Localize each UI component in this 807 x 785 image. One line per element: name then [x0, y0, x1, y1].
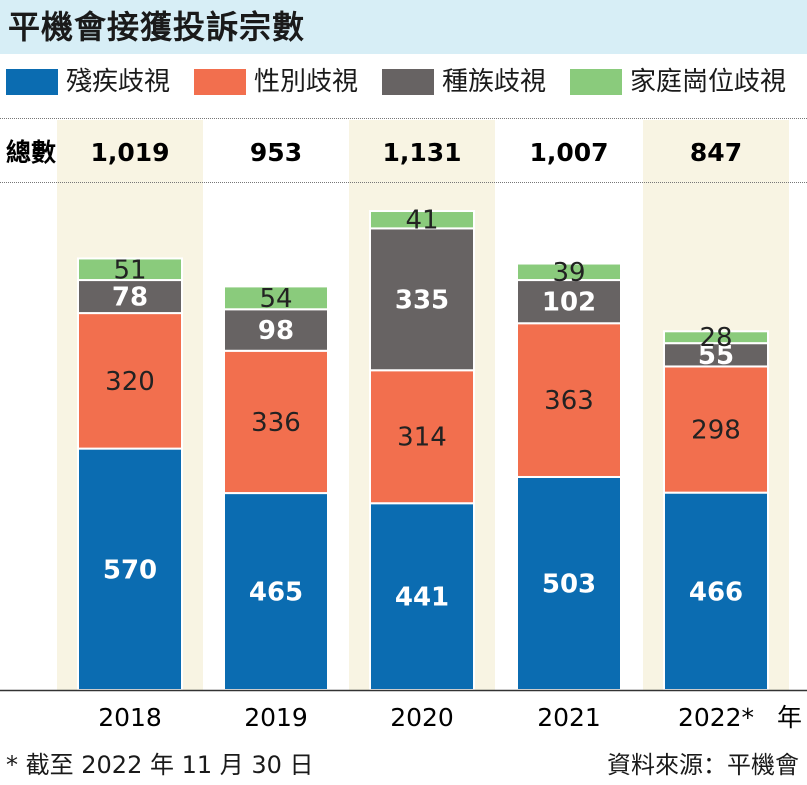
bar-segment-1-2022*: [663, 365, 769, 494]
bar-value-label-2-2019: 98: [258, 316, 294, 346]
x-tick-label-2022*: 2022*: [678, 703, 754, 732]
bar-value-label-3-2022*: 28: [699, 323, 732, 353]
bar-value-label-1-2019: 336: [251, 408, 301, 438]
bar-value-label-0-2021: 503: [542, 569, 596, 599]
bar-segment-2-2019: [223, 308, 329, 352]
bar-segment-0-2018: [77, 447, 183, 692]
bar-segment-2-2020: [369, 227, 475, 372]
legend-divider: [0, 118, 807, 119]
total-value-2020: 1,131: [382, 138, 461, 167]
legend-swatch-sex: [194, 69, 246, 95]
x-tick-label-2018: 2018: [98, 703, 162, 732]
bar-segment-1-2019: [223, 349, 329, 495]
bar-value-label-2-2022*: 55: [698, 341, 734, 371]
bar-value-label-2-2021: 102: [542, 288, 596, 318]
x-tick-label-2019: 2019: [244, 703, 308, 732]
legend-item-race: 種族歧視: [382, 62, 546, 102]
x-axis-unit-label: 年: [777, 703, 802, 732]
total-value-2019: 953: [250, 138, 302, 167]
bar-value-label-2-2020: 335: [395, 285, 449, 315]
legend: 殘疾歧視 性別歧視 種族歧視 家庭崗位歧視: [0, 62, 807, 102]
bar-value-label-0-2019: 465: [249, 578, 303, 608]
totals-row-label: 總數: [6, 138, 56, 167]
bar-segment-0-2021: [516, 475, 622, 691]
bar-segment-3-2018: [77, 257, 183, 282]
bar-segment-0-2020: [369, 502, 475, 692]
x-tick-label-2021: 2021: [537, 703, 601, 732]
legend-swatch-race: [382, 69, 434, 95]
bar-segment-0-2019: [223, 492, 329, 692]
bar-segment-1-2021: [516, 322, 622, 478]
bar-segment-2-2018: [77, 279, 183, 315]
legend-label-family-status: 家庭崗位歧視: [630, 67, 787, 97]
bar-value-label-3-2020: 41: [405, 206, 438, 236]
bar-value-label-2-2018: 78: [112, 283, 148, 313]
bar-value-label-3-2018: 51: [113, 255, 146, 285]
bar-value-label-0-2022*: 466: [689, 577, 743, 607]
legend-item-disability: 殘疾歧視: [6, 62, 170, 102]
bar-segment-3-2021: [516, 262, 622, 282]
bar-value-label-1-2022*: 298: [691, 416, 741, 446]
title-bar: [0, 0, 807, 54]
legend-swatch-disability: [6, 69, 58, 95]
legend-item-family-status: 家庭崗位歧視: [570, 62, 786, 102]
total-value-2021: 1,007: [529, 138, 608, 167]
legend-label-disability: 殘疾歧視: [66, 67, 171, 97]
bar-value-label-3-2019: 54: [259, 284, 292, 314]
bar-segment-1-2018: [77, 312, 183, 450]
total-value-2018: 1,019: [90, 138, 169, 167]
x-tick-label-2020: 2020: [390, 703, 454, 732]
footnote: * 截至 2022 年 11 月 30 日: [6, 751, 314, 779]
bar-value-label-0-2020: 441: [395, 583, 449, 613]
totals-divider: [0, 182, 807, 183]
bar-segment-2-2021: [516, 279, 622, 325]
chart-title: 平機會接獲投訴宗數: [8, 8, 306, 46]
bar-segment-0-2022*: [663, 491, 769, 691]
legend-item-sex: 性別歧視: [194, 62, 358, 102]
bar-segment-3-2022*: [663, 330, 769, 345]
bar-segment-3-2019: [223, 285, 329, 311]
bar-value-label-3-2021: 39: [552, 258, 585, 288]
bar-value-label-1-2020: 314: [397, 423, 447, 453]
legend-label-sex: 性別歧視: [254, 67, 359, 97]
bar-value-label-1-2018: 320: [105, 367, 155, 397]
legend-swatch-family-status: [570, 69, 622, 95]
total-value-2022*: 847: [690, 138, 742, 167]
legend-label-race: 種族歧視: [442, 67, 547, 97]
bar-segment-1-2020: [369, 369, 475, 505]
bar-value-label-0-2018: 570: [103, 555, 157, 585]
bar-value-label-1-2021: 363: [544, 386, 594, 416]
bar-segment-3-2020: [369, 210, 475, 230]
source-note: 資料來源：平機會: [607, 751, 799, 779]
